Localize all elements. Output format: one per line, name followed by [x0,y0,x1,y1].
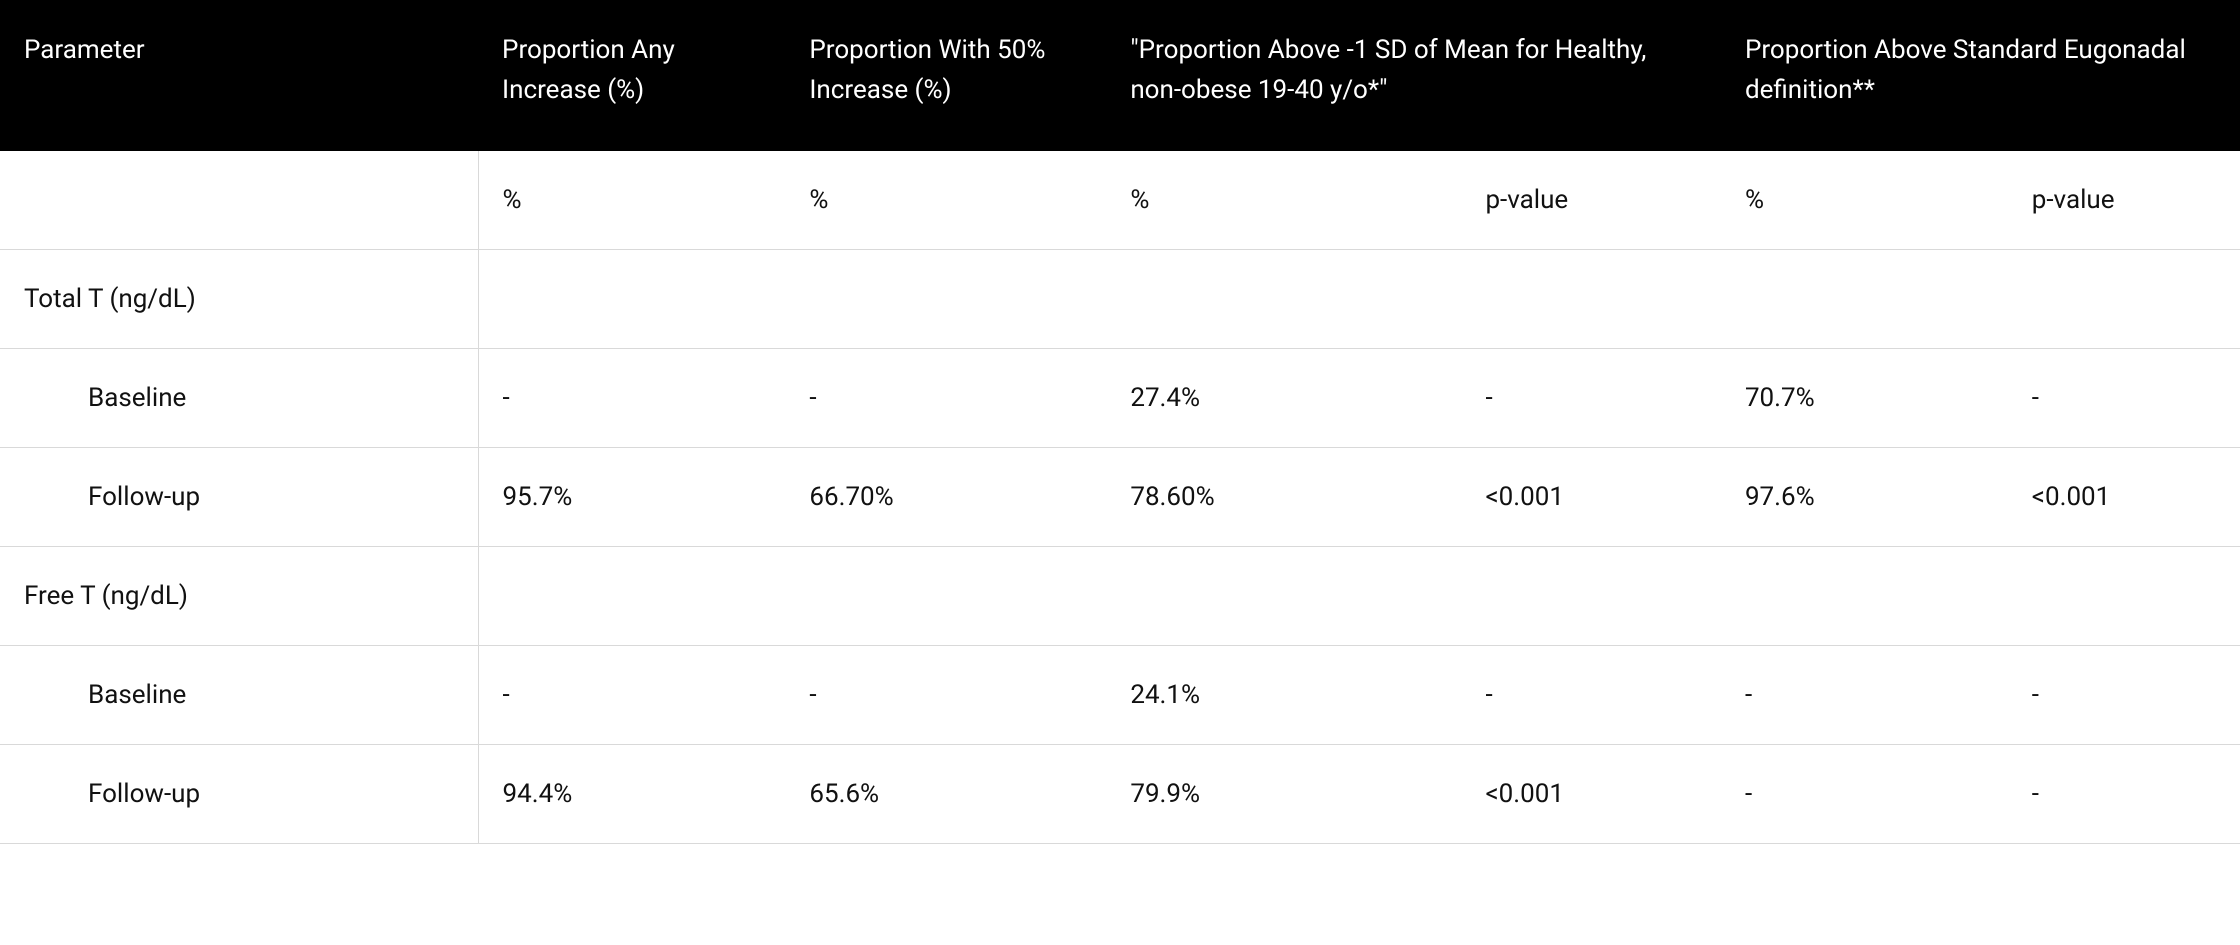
cell: - [785,645,1106,744]
row-label: Baseline [0,348,478,447]
row-label: Follow-up [0,447,478,546]
cell: 27.4% [1106,348,1461,447]
cell-empty [785,546,1106,645]
cell: - [478,348,785,447]
table-row: Follow-up 94.4% 65.6% 79.9% <0.001 - - [0,744,2240,843]
cell-empty [785,249,1106,348]
cell-empty [1106,546,1461,645]
cell: - [785,348,1106,447]
cell: 24.1% [1106,645,1461,744]
cell: 66.70% [785,447,1106,546]
data-table-container: Parameter Proportion Any Increase (%) Pr… [0,0,2240,844]
cell: - [1721,645,2008,744]
cell-empty [2008,249,2240,348]
cell: - [2008,744,2240,843]
cell: <0.001 [2008,447,2240,546]
cell-empty [1106,249,1461,348]
subheader-c1: % [478,151,785,250]
cell: 78.60% [1106,447,1461,546]
section-row: Total T (ng/dL) [0,249,2240,348]
cell: <0.001 [1461,744,1721,843]
cell: - [1721,744,2008,843]
section-label: Free T (ng/dL) [0,546,478,645]
cell: 95.7% [478,447,785,546]
cell-empty [1461,249,1721,348]
cell-empty [1461,546,1721,645]
cell: - [2008,348,2240,447]
section-label: Total T (ng/dL) [0,249,478,348]
cell: 94.4% [478,744,785,843]
subheader-c5: % [1721,151,2008,250]
cell: 70.7% [1721,348,2008,447]
col-header-above-sd: "Proportion Above -1 SD of Mean for Heal… [1106,0,1721,151]
col-header-any-increase: Proportion Any Increase (%) [478,0,785,151]
table-row: Follow-up 95.7% 66.70% 78.60% <0.001 97.… [0,447,2240,546]
subheader-c2: % [785,151,1106,250]
cell-empty [2008,546,2240,645]
row-label: Baseline [0,645,478,744]
col-header-50-increase: Proportion With 50% Increase (%) [785,0,1106,151]
subheader-c4: p-value [1461,151,1721,250]
cell-empty [1721,546,2008,645]
row-label: Follow-up [0,744,478,843]
cell-empty [1721,249,2008,348]
cell-empty [478,249,785,348]
col-header-parameter: Parameter [0,0,478,151]
cell: 97.6% [1721,447,2008,546]
subheader-blank [0,151,478,250]
data-table: Parameter Proportion Any Increase (%) Pr… [0,0,2240,844]
table-row: Baseline - - 24.1% - - - [0,645,2240,744]
table-subheader-row: % % % p-value % p-value [0,151,2240,250]
cell: - [2008,645,2240,744]
col-header-eugonadal: Proportion Above Standard Eugonadal defi… [1721,0,2240,151]
cell: <0.001 [1461,447,1721,546]
table-header-row: Parameter Proportion Any Increase (%) Pr… [0,0,2240,151]
section-row: Free T (ng/dL) [0,546,2240,645]
subheader-c6: p-value [2008,151,2240,250]
table-row: Baseline - - 27.4% - 70.7% - [0,348,2240,447]
cell: - [478,645,785,744]
cell: - [1461,348,1721,447]
cell: 65.6% [785,744,1106,843]
cell-empty [478,546,785,645]
subheader-c3: % [1106,151,1461,250]
cell: 79.9% [1106,744,1461,843]
cell: - [1461,645,1721,744]
